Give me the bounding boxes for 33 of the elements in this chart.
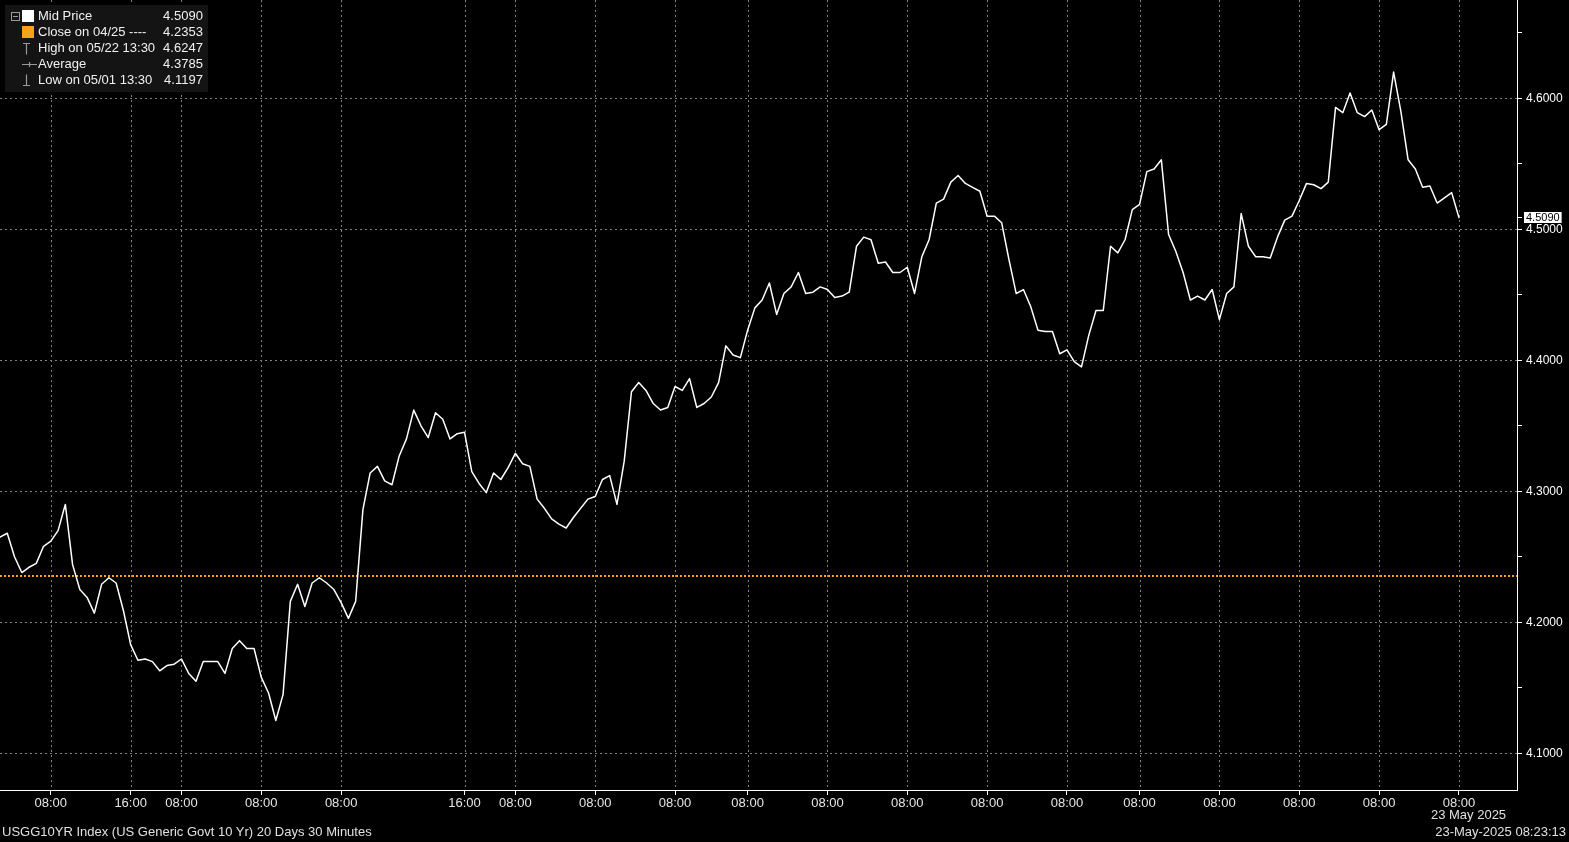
y-tick-label: 4.4000 <box>1526 352 1564 367</box>
x-tick-label: 08:00 <box>891 795 924 811</box>
x-tick-label: 08:00 <box>245 795 278 811</box>
x-tick-label: 16:00 <box>448 795 481 811</box>
text: Average 4.3785 <box>38 56 203 71</box>
y-tick-label: 4.5000 <box>1526 221 1564 236</box>
x-tick-label: 08:00 <box>1282 795 1316 811</box>
x-tick-label: 08:00 <box>1123 795 1156 811</box>
y-tick-label: 4.6000 <box>1526 90 1564 105</box>
x-tick-label: 08:00 <box>1050 795 1084 811</box>
text: Close on 04/25 ---- 4.2353 <box>38 24 203 39</box>
x-tick-label: 08:00 <box>731 795 764 811</box>
x-tick-label: 08:00 <box>1362 795 1396 811</box>
y-tick-label: 4.2000 <box>1526 614 1564 629</box>
x-tick-label: 16:00 <box>114 795 147 811</box>
y-tick-label: 4.5090 <box>1526 210 1560 223</box>
x-tick-label: 08:00 <box>34 795 68 811</box>
x-tick-label: 08:00 <box>811 795 844 811</box>
legend-label: Mid Price <box>38 8 94 24</box>
text: 4.5090 <box>163 8 203 23</box>
annotation: Low on 05/01 13:30 4.1197 <box>38 72 203 88</box>
y-tick-label: 4.3000 <box>1526 483 1564 498</box>
x-tick-label: 08:00 <box>658 795 692 811</box>
x-tick-label: 08:00 <box>1203 795 1236 811</box>
text: 23-May-2025 08:23:13 <box>1435 823 1566 839</box>
x-tick-label: 08:00 <box>970 795 1004 811</box>
text: USGG10YR Index (US Generic Govt 10 Yr) 20 Days 30 Minutes <box>2 823 373 839</box>
annotation: High on 05/22 13:30 4.6247 <box>38 40 203 56</box>
x-tick-label: 08:00 <box>324 795 358 811</box>
x-tick-label: 08:00 <box>499 795 532 811</box>
x-tick-label: 08:00 <box>578 795 612 811</box>
y-tick-label: 4.1000 <box>1526 745 1564 760</box>
x-tick-label: 08:00 <box>165 795 198 811</box>
